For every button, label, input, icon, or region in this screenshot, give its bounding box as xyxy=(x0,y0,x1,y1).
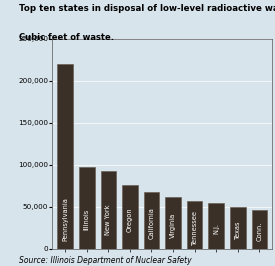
Text: Conn.: Conn. xyxy=(256,222,262,241)
Text: Tennessee: Tennessee xyxy=(192,210,198,245)
Bar xyxy=(101,171,116,249)
Bar xyxy=(57,64,73,249)
Bar xyxy=(122,185,138,249)
Bar xyxy=(144,192,159,249)
Text: Source: Illinois Department of Nuclear Safety: Source: Illinois Department of Nuclear S… xyxy=(19,256,192,265)
Text: Cubic feet of waste.: Cubic feet of waste. xyxy=(19,33,114,42)
Text: New York: New York xyxy=(105,204,111,235)
Text: Virginia: Virginia xyxy=(170,213,176,238)
Text: Texas: Texas xyxy=(235,221,241,239)
Text: Pennsylvania: Pennsylvania xyxy=(62,197,68,241)
Bar xyxy=(187,201,202,249)
Text: Oregon: Oregon xyxy=(127,208,133,232)
Bar xyxy=(165,197,181,249)
Text: Top ten states in disposal of low-level radioactive waste, 1991: Top ten states in disposal of low-level … xyxy=(19,4,275,13)
Text: California: California xyxy=(148,207,155,239)
Text: Illinois: Illinois xyxy=(84,209,90,230)
Bar xyxy=(230,207,246,249)
Bar xyxy=(79,167,95,249)
Bar xyxy=(252,210,267,249)
Bar xyxy=(208,203,224,249)
Text: N.J.: N.J. xyxy=(213,223,219,234)
